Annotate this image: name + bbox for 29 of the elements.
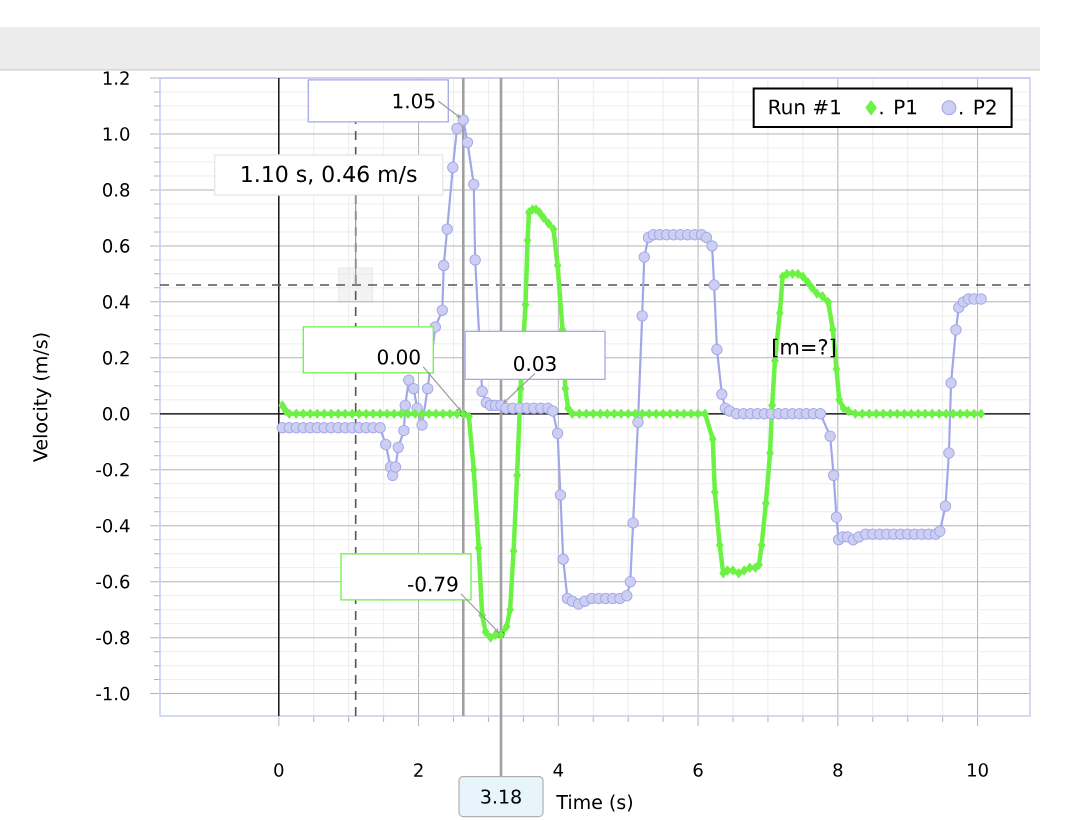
annotation: 1.10 s, 0.46 m/s — [242, 165, 417, 185]
legend-label: . P2 — [960, 99, 996, 115]
y-tick-label: -0.8 — [96, 630, 130, 645]
x-tick-label: 6 — [693, 763, 703, 777]
x-tick-label: 2 — [414, 763, 423, 777]
x-tick-label: 4 — [553, 763, 564, 777]
y-tick-label: 1.2 — [103, 71, 129, 85]
y-tick-label: 1.0 — [103, 127, 130, 141]
legend-title: Run #1 — [769, 99, 841, 115]
x-tick-label: 0 — [274, 763, 284, 777]
x-axis-title: Time (s) — [556, 794, 632, 812]
y-tick-label: 0.0 — [103, 406, 130, 421]
y-tick-label: 0.2 — [103, 351, 129, 365]
y-tick-label: -1.0 — [96, 686, 130, 701]
y-tick-label: -0.2 — [96, 462, 129, 477]
annotation: -0.79 — [408, 576, 458, 592]
y-tick-label: -0.6 — [96, 574, 130, 589]
x-tick-label: 8 — [833, 763, 843, 777]
ref-line-label: 3.18 — [481, 789, 521, 804]
y-tick-label: -0.4 — [96, 518, 130, 533]
y-tick-label: 0.6 — [103, 239, 130, 253]
annotation: 0.03 — [514, 356, 556, 372]
y-tick-label: 0.8 — [103, 183, 130, 197]
y-tick-label: 0.4 — [103, 295, 130, 309]
annotation: 0.00 — [377, 349, 420, 365]
annotation: 1.05 — [393, 93, 435, 109]
legend-label: . P1 — [880, 99, 917, 115]
x-tick-label: 10 — [968, 763, 988, 777]
y-axis-title: Velocity (m/s) — [32, 333, 52, 462]
